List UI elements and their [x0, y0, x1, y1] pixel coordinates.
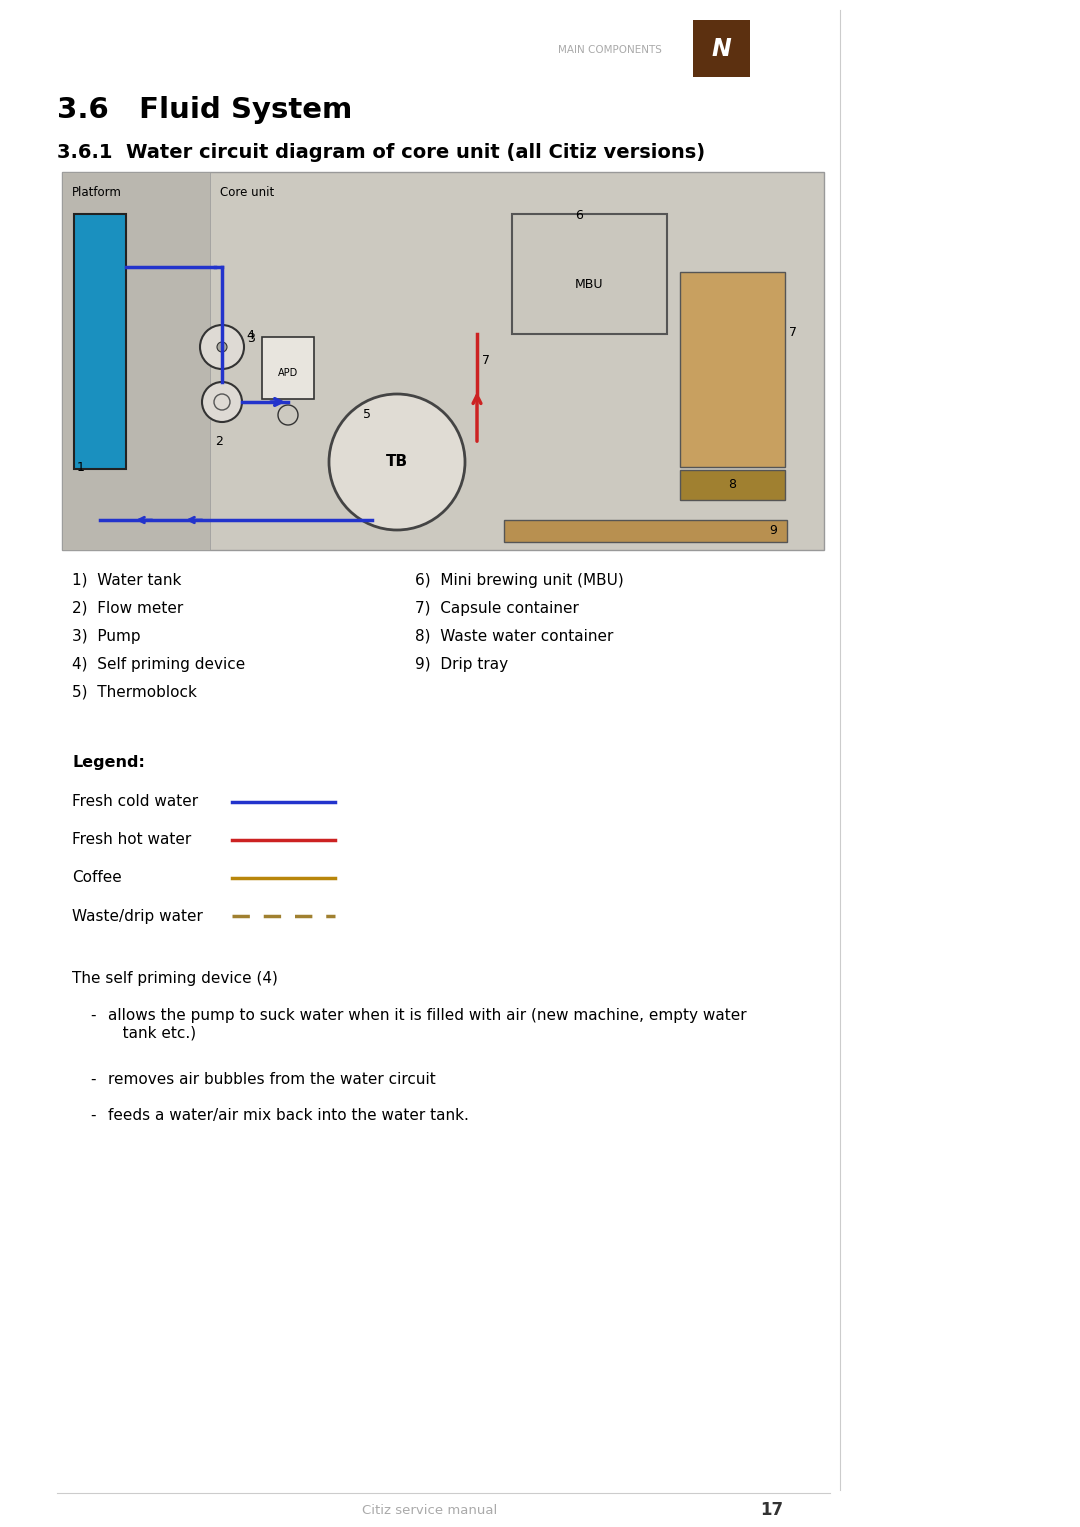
Text: 9)  Drip tray: 9) Drip tray [415, 657, 508, 672]
Text: Citiz service manual: Citiz service manual [363, 1504, 498, 1516]
Text: MAIN COMPONENTS: MAIN COMPONENTS [558, 44, 662, 55]
Text: removes air bubbles from the water circuit: removes air bubbles from the water circu… [108, 1072, 435, 1087]
Text: 7: 7 [482, 353, 490, 366]
Text: 3.6.1  Water circuit diagram of core unit (all Citiz versions): 3.6.1 Water circuit diagram of core unit… [57, 142, 705, 162]
Bar [680, 470, 785, 499]
Text: Waste/drip water: Waste/drip water [72, 909, 203, 924]
Text: Fresh cold water: Fresh cold water [72, 794, 198, 809]
Text: The self priming device (4): The self priming device (4) [72, 971, 278, 985]
Text: 2)  Flow meter: 2) Flow meter [72, 600, 184, 615]
Text: APD: APD [278, 368, 298, 379]
Text: 6: 6 [576, 209, 583, 221]
Circle shape [202, 382, 242, 421]
Bar [680, 272, 785, 467]
Text: TB: TB [386, 455, 408, 469]
Text: 8)  Waste water container: 8) Waste water container [415, 629, 613, 643]
Bar [693, 20, 750, 76]
Circle shape [217, 342, 227, 353]
Bar [62, 173, 210, 550]
Text: 4: 4 [246, 328, 254, 342]
Circle shape [200, 325, 244, 370]
Text: allows the pump to suck water when it is filled with air (new machine, empty wat: allows the pump to suck water when it is… [108, 1008, 746, 1040]
Text: -: - [90, 1109, 95, 1122]
Bar [512, 214, 667, 334]
Text: feeds a water/air mix back into the water tank.: feeds a water/air mix back into the wate… [108, 1109, 469, 1122]
Text: 4)  Self priming device: 4) Self priming device [72, 657, 245, 672]
Text: 17: 17 [760, 1501, 783, 1519]
Circle shape [329, 394, 465, 530]
Text: Fresh hot water: Fresh hot water [72, 832, 191, 847]
Text: MBU: MBU [576, 278, 604, 290]
Text: 7)  Capsule container: 7) Capsule container [415, 600, 579, 615]
Bar [262, 337, 314, 399]
Text: -: - [90, 1008, 95, 1023]
Text: 3)  Pump: 3) Pump [72, 629, 140, 643]
Text: 5: 5 [363, 408, 372, 420]
Text: 1: 1 [77, 461, 85, 473]
Text: Legend:: Legend: [72, 754, 145, 770]
Text: 8: 8 [729, 478, 737, 492]
Bar [504, 521, 787, 542]
Text: 5)  Thermoblock: 5) Thermoblock [72, 684, 197, 699]
Bar [75, 214, 126, 469]
Text: 1)  Water tank: 1) Water tank [72, 573, 181, 588]
Text: Platform: Platform [72, 186, 122, 199]
Text: 2: 2 [215, 435, 222, 447]
Text: Coffee: Coffee [72, 870, 122, 886]
Text: 9: 9 [769, 524, 777, 538]
Text: 7: 7 [789, 325, 797, 339]
Text: -: - [90, 1072, 95, 1087]
Text: 3: 3 [247, 333, 255, 345]
Text: Core unit: Core unit [220, 186, 274, 199]
Text: 6)  Mini brewing unit (MBU): 6) Mini brewing unit (MBU) [415, 573, 624, 588]
Text: N: N [712, 37, 731, 61]
Bar [62, 173, 824, 550]
Text: 3.6   Fluid System: 3.6 Fluid System [57, 96, 352, 124]
